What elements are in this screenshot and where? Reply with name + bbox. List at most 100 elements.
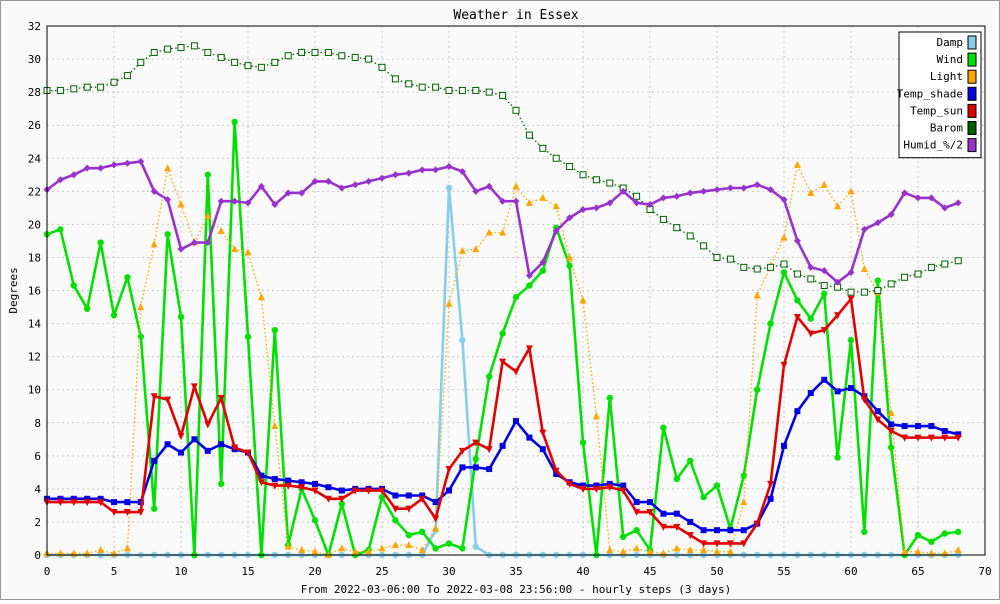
y-tick-label: 8 — [34, 417, 41, 430]
data-point-barom — [70, 85, 78, 93]
x-tick-label: 0 — [44, 565, 51, 578]
data-point-humid-2 — [847, 268, 855, 276]
data-point-wind — [928, 538, 935, 545]
data-point-light — [700, 546, 708, 554]
data-point-temp-sun — [56, 499, 64, 507]
data-point-humid-2 — [97, 164, 105, 172]
data-point-temp-sun — [927, 434, 935, 442]
data-point-barom — [901, 273, 909, 281]
data-point-barom — [606, 179, 614, 187]
data-point-humid-2 — [767, 186, 775, 194]
data-point-temp-shade — [633, 499, 640, 506]
data-point-humid-2 — [753, 181, 761, 189]
data-point-humid-2 — [485, 182, 493, 190]
data-point-light — [793, 160, 801, 168]
data-point-light — [860, 265, 868, 273]
data-point-wind — [700, 493, 707, 501]
data-point-temp-sun — [592, 485, 600, 493]
data-point-barom — [941, 260, 949, 268]
data-point-temp-shade — [888, 421, 895, 428]
data-point-light — [123, 544, 131, 552]
data-point-barom — [83, 83, 91, 91]
data-point-humid-2 — [418, 166, 426, 174]
data-point-temp-shade — [432, 499, 439, 506]
x-tick-label: 25 — [375, 565, 388, 578]
data-point-humid-2 — [606, 199, 614, 207]
data-point-temp-sun — [177, 432, 185, 440]
data-point-humid-2 — [566, 214, 574, 222]
data-point-humid-2 — [700, 187, 708, 195]
data-point-light — [284, 542, 292, 550]
data-point-barom — [418, 83, 426, 91]
data-point-barom — [954, 257, 962, 265]
data-point-barom — [927, 263, 935, 271]
data-point-barom — [298, 48, 306, 56]
data-point-light — [405, 541, 413, 549]
data-point-temp-shade — [660, 510, 667, 517]
data-point-barom — [525, 131, 533, 139]
data-point-temp-shade — [794, 408, 801, 415]
data-point-humid-2 — [834, 278, 842, 286]
data-point-temp-shade — [499, 442, 506, 449]
data-point-humid-2 — [713, 186, 721, 194]
data-point-light — [566, 253, 574, 261]
data-point-light — [740, 498, 748, 506]
series-line-humid-2 — [46, 160, 959, 284]
data-point-temp-sun — [552, 467, 560, 475]
data-point-barom — [485, 88, 493, 96]
data-point-damp — [459, 336, 466, 344]
data-point-barom — [432, 83, 440, 91]
data-point-barom — [271, 58, 279, 66]
legend-label-light: Light — [930, 70, 963, 83]
data-point-light — [726, 547, 734, 555]
data-point-barom — [820, 282, 828, 290]
data-point-temp-sun — [391, 505, 399, 513]
data-point-temp-shade — [124, 499, 131, 506]
data-point-humid-2 — [445, 163, 453, 171]
data-point-wind — [539, 267, 546, 274]
grid — [47, 26, 985, 555]
data-point-temp-sun — [405, 505, 413, 513]
data-point-wind — [137, 333, 144, 340]
data-point-light — [217, 226, 225, 234]
legend-swatch-light — [967, 69, 977, 84]
data-point-temp-sun — [472, 439, 480, 447]
series-light — [43, 160, 962, 558]
data-point-barom — [874, 287, 882, 294]
data-point-temp-sun — [673, 523, 681, 531]
x-tick-label: 30 — [442, 565, 455, 578]
data-point-humid-2 — [686, 189, 694, 197]
data-point-wind — [687, 457, 694, 464]
legend-label-wind: Wind — [937, 53, 964, 66]
y-tick-label: 20 — [28, 218, 41, 231]
data-point-temp-shade — [915, 423, 921, 430]
x-tick-label: 70 — [978, 565, 991, 578]
data-point-light — [646, 547, 654, 555]
data-point-wind — [84, 305, 91, 312]
data-point-wind — [794, 297, 801, 304]
data-point-light — [633, 544, 641, 552]
data-point-temp-shade — [526, 434, 533, 441]
data-point-temp-shade — [834, 388, 841, 395]
data-point-light — [351, 547, 359, 555]
data-point-barom — [284, 52, 292, 60]
legend-swatch-damp — [967, 35, 977, 50]
data-point-barom — [338, 52, 346, 60]
data-point-light — [204, 212, 212, 220]
data-point-damp — [445, 184, 453, 192]
data-point-temp-sun — [726, 540, 734, 548]
data-point-temp-shade — [70, 495, 77, 502]
data-point-temp-shade — [111, 499, 117, 506]
data-point-temp-sun — [244, 449, 252, 457]
y-tick-label: 28 — [28, 86, 41, 99]
data-point-light — [820, 180, 828, 188]
data-point-temp-shade — [941, 428, 948, 435]
x-tick-label: 20 — [308, 565, 321, 578]
data-point-light — [525, 198, 533, 206]
y-tick-label: 6 — [34, 450, 41, 463]
data-point-temp-sun — [231, 444, 239, 452]
data-point-humid-2 — [901, 189, 909, 197]
data-point-light — [257, 293, 265, 301]
data-point-temp-shade — [593, 482, 600, 489]
